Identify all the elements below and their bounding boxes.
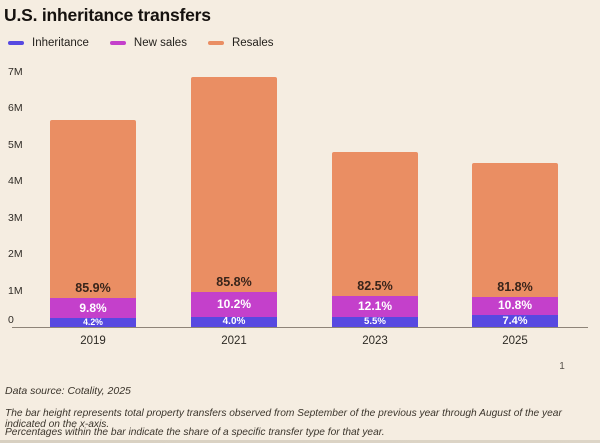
bar-2023: 5.5% 12.1% 82.5% <box>332 151 418 327</box>
legend-item-new-sales: New sales <box>109 37 187 49</box>
footnote-line1: The bar height represents total property… <box>5 408 562 430</box>
segment-percent-label: 12.1% <box>357 299 393 314</box>
y-axis-tick-label: 0 <box>8 314 14 326</box>
bar-2025: 7.4% 10.8% 81.8% <box>472 163 558 327</box>
segment-inheritance: 5.5% <box>332 317 418 327</box>
segment-percent-label: 82.5% <box>357 279 393 294</box>
segment-percent-label: 10.2% <box>216 296 252 311</box>
segment-new-sales: 12.1% <box>332 296 418 318</box>
legend-item-resales: Resales <box>207 37 274 49</box>
segment-resales: 81.8% <box>472 163 558 298</box>
x-axis-label-2021: 2021 <box>221 335 247 347</box>
y-axis-tick-label: 1M <box>8 284 23 297</box>
x-axis-label-2025: 2025 <box>502 335 528 347</box>
legend-label: Inheritance <box>32 37 89 49</box>
y-axis-tick-label: 2M <box>8 248 23 261</box>
page-number: 1 <box>559 361 565 372</box>
x-axis-label-2023: 2023 <box>362 335 388 347</box>
segment-percent-label: 4.0% <box>222 316 246 328</box>
segment-percent-label: 7.4% <box>502 314 528 327</box>
legend: Inheritance New sales Resales <box>8 37 274 49</box>
segment-new-sales: 9.8% <box>50 297 136 319</box>
legend-item-inheritance: Inheritance <box>8 37 89 49</box>
segment-inheritance: 4.2% <box>50 318 136 327</box>
segment-new-sales: 10.2% <box>191 291 277 318</box>
segment-resales: 85.8% <box>191 77 277 292</box>
y-axis-tick-label: 4M <box>8 175 23 188</box>
segment-percent-label: 85.8% <box>216 274 252 289</box>
page-title: U.S. inheritance transfers <box>4 5 211 25</box>
segment-resales: 85.9% <box>50 119 136 298</box>
bar-2021: 4.0% 10.2% 85.8% <box>191 77 277 327</box>
legend-dash-icon <box>8 40 24 46</box>
legend-dash-icon <box>207 40 224 46</box>
y-axis-tick-label: 7M <box>8 65 23 78</box>
data-source: Data source: Cotality, 2025 <box>5 385 131 397</box>
x-axis-label-2019: 2019 <box>80 335 106 347</box>
segment-percent-label: 9.8% <box>79 300 107 315</box>
legend-label: Resales <box>231 37 274 49</box>
segment-percent-label: 10.8% <box>497 298 533 313</box>
segment-percent-label: 5.5% <box>364 316 386 328</box>
segment-resales: 82.5% <box>332 151 418 297</box>
segment-percent-label: 81.8% <box>497 280 533 295</box>
x-axis-line <box>12 327 588 328</box>
legend-label: New sales <box>133 37 187 49</box>
legend-dash-icon <box>109 40 126 46</box>
bar-2019: 4.2% 9.8% 85.9% <box>50 119 136 327</box>
y-axis-tick-label: 5M <box>8 138 23 151</box>
segment-inheritance: 7.4% <box>472 314 558 327</box>
bottom-divider <box>0 440 600 443</box>
segment-percent-label: 85.9% <box>75 280 111 295</box>
footnote-line2: Percentages within the bar indicate the … <box>5 427 385 438</box>
segment-new-sales: 10.8% <box>472 297 558 315</box>
y-axis-tick-label: 6M <box>8 102 23 115</box>
y-axis-tick-label: 3M <box>8 211 23 224</box>
segment-percent-label: 4.2% <box>83 317 103 328</box>
segment-inheritance: 4.0% <box>191 317 277 327</box>
